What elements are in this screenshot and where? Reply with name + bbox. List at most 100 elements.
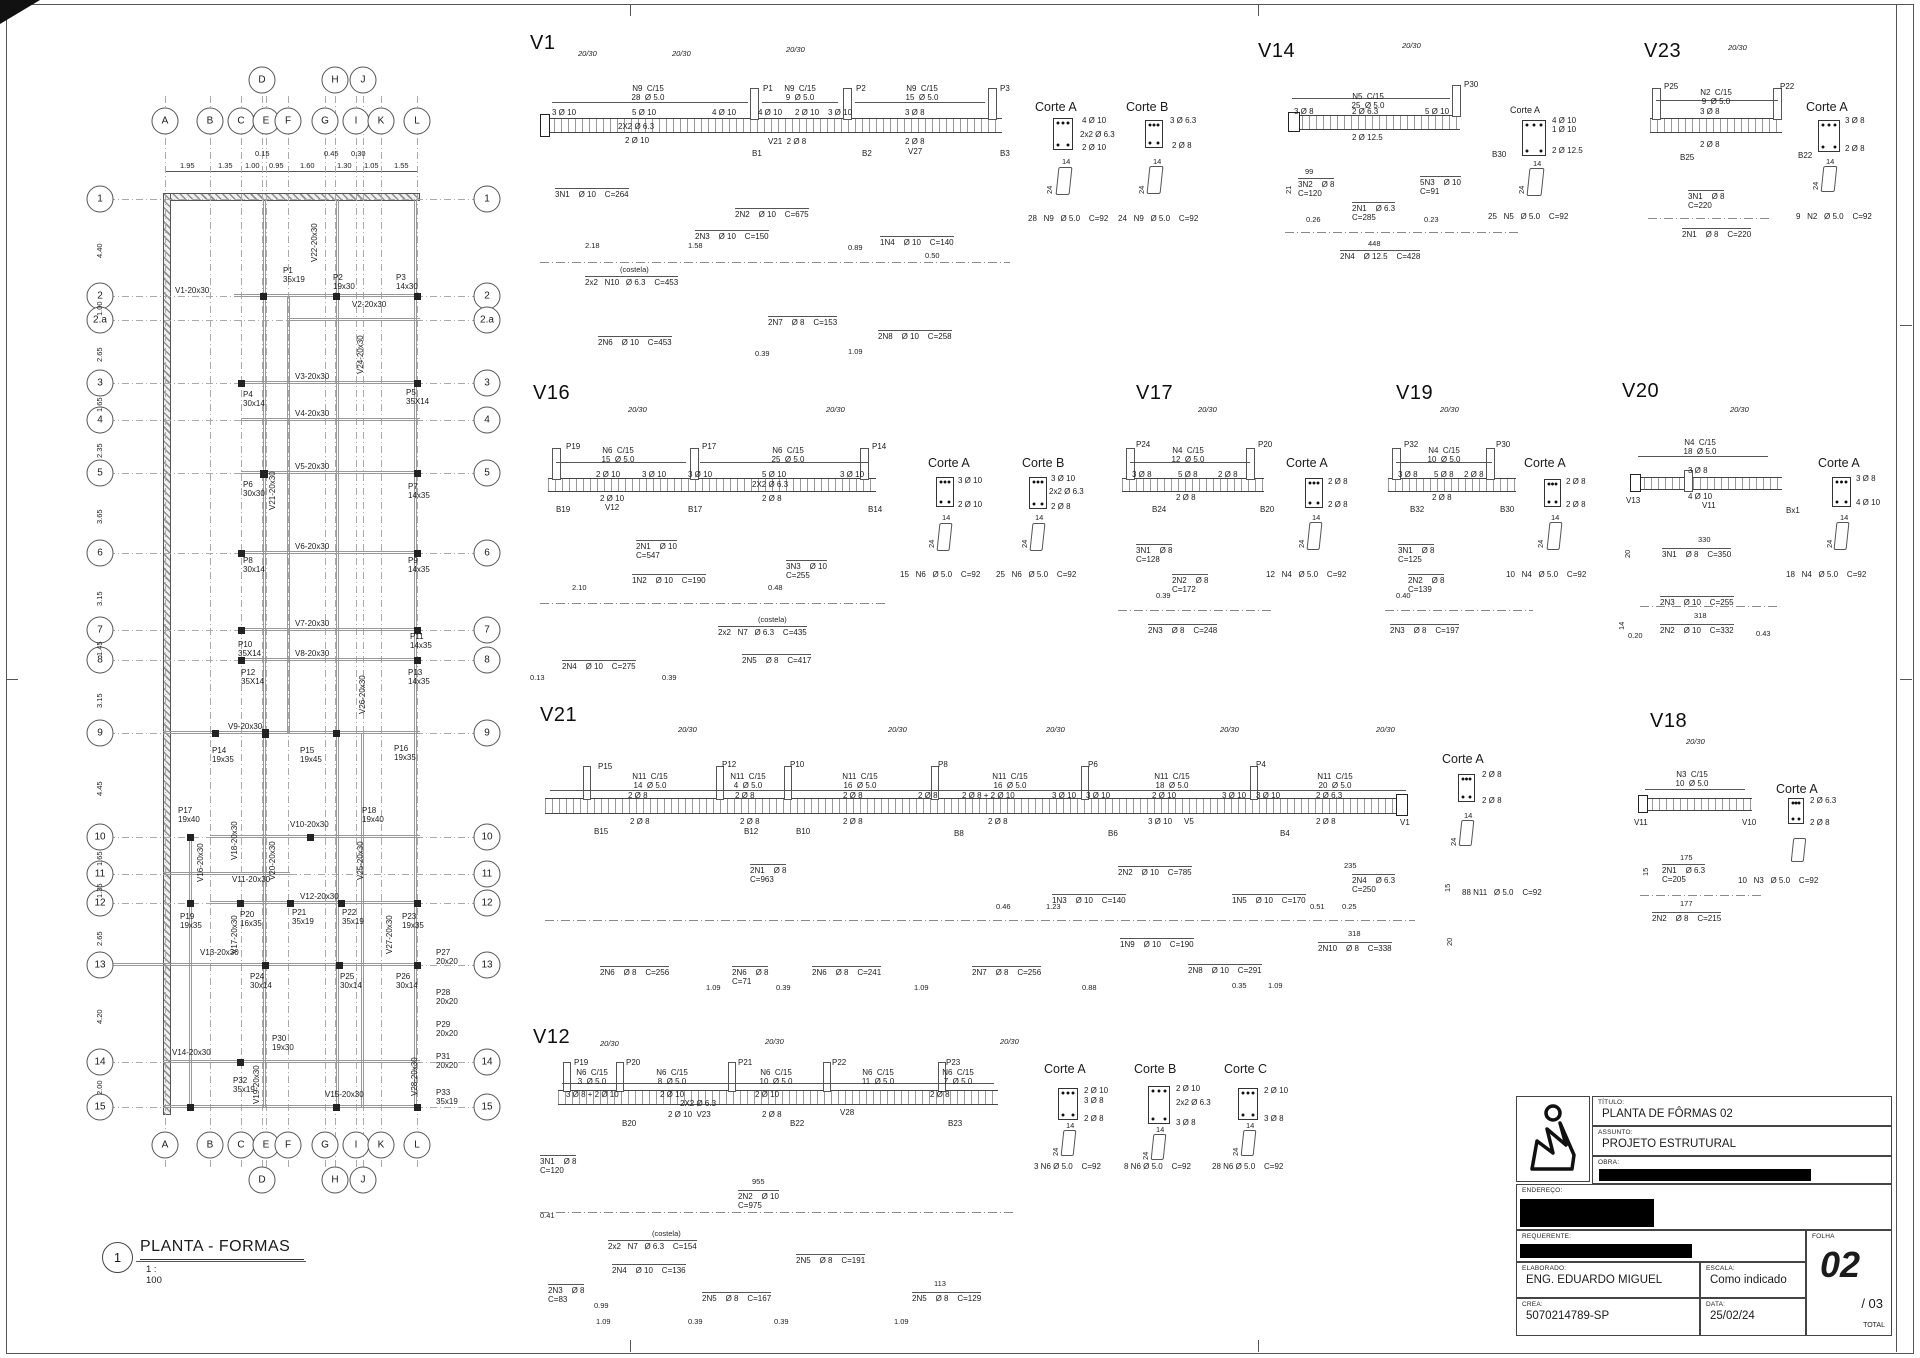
shape-stub <box>1392 448 1401 480</box>
drawing-text: 2.65 <box>95 931 104 946</box>
drawing-text: P21 <box>738 1058 753 1067</box>
drawing-text: 20/30 <box>1440 405 1459 414</box>
drawing-text: 3 Ø 10 <box>840 470 865 479</box>
drawing-text: 3 Ø 10 <box>958 476 983 485</box>
grid-bubble: L <box>403 107 431 135</box>
drawing-text: 2.18 <box>585 241 600 250</box>
shape-hatch <box>163 193 171 1115</box>
grid-bubble: 2 <box>86 282 114 310</box>
shape-bline <box>163 731 420 734</box>
grid-bubble: C <box>227 1131 255 1159</box>
shape-stir <box>1146 166 1164 194</box>
shape-stub <box>1652 88 1661 120</box>
drawing-text: 2N2 Ø 10 C=675 <box>735 208 809 219</box>
shape-bline <box>163 1060 420 1063</box>
drawing-text: N4 C/15 10 Ø 5.0 <box>1427 446 1461 465</box>
drawing-text: V21 2 Ø 8 <box>768 137 807 146</box>
plan-title: PLANTA - FORMAS <box>140 1238 305 1260</box>
drawing-text: P6 30x30 <box>243 480 265 499</box>
grid-bubble: H <box>321 1166 349 1194</box>
drawing-text: 0.95 <box>269 161 284 170</box>
drawing-text: Corte B <box>1134 1062 1177 1076</box>
shape-line <box>1656 100 1778 101</box>
shape-stub <box>728 1062 736 1092</box>
grid-bubble: 14 <box>86 1048 114 1076</box>
drawing-text: 25 N6 Ø 5.0 C=92 <box>996 570 1077 579</box>
drawing-text: N4 C/15 18 Ø 5.0 <box>1683 438 1717 457</box>
drawing-text: 318 <box>1694 611 1707 620</box>
drawing-text: 2 Ø 10 <box>1082 143 1107 152</box>
drawing-text: 2 Ø 12.5 <box>1352 133 1383 142</box>
shape-col <box>333 293 340 300</box>
grid-bubble: 7 <box>473 616 501 644</box>
drawing-text: 2 Ø 10 <box>1176 1084 1201 1093</box>
shape-col <box>187 900 194 907</box>
shape-line <box>630 4 631 16</box>
drawing-text: 0.45 <box>324 149 339 158</box>
drawing-text: 5 Ø 10 <box>1425 107 1450 116</box>
drawing-text: P32 35x19 <box>233 1076 255 1095</box>
shape-axis <box>1648 218 1772 219</box>
drawing-text: 1.58 <box>688 241 703 250</box>
shape-corte <box>1544 479 1561 507</box>
shape-bline <box>241 418 420 421</box>
beam-detail-title: V18 <box>1650 710 1688 732</box>
drawing-text: N6 C/15 25 Ø 5.0 <box>771 446 805 465</box>
shape-vbline <box>361 733 364 1107</box>
drawing-text: V24-20x30 <box>356 335 365 374</box>
grid-bubble: 4 <box>473 406 501 434</box>
drawing-text: P23 19x35 <box>402 912 424 931</box>
drawing-text: N11 C/15 14 Ø 5.0 <box>632 772 668 791</box>
shape-line <box>1396 462 1492 463</box>
drawing-text: B1 <box>752 149 762 158</box>
drawing-text: 24 <box>1449 837 1458 846</box>
drawing-text: N11 C/15 16 Ø 5.0 <box>992 772 1028 791</box>
drawing-text: 20/30 <box>1046 725 1065 734</box>
drawing-text: 2N6 Ø 8 C=71 <box>732 966 769 987</box>
drawing-text: B22 <box>790 1119 805 1128</box>
shape-stir <box>1458 820 1475 846</box>
shape-hdash <box>108 199 480 200</box>
drawing-text: V5-20x30 <box>295 462 330 471</box>
drawing-text: 28 N9 Ø 5.0 C=92 <box>1028 214 1109 223</box>
drawing-text: 4 Ø 10 <box>712 108 737 117</box>
shape-stub <box>563 1062 571 1092</box>
total-label: TOTAL <box>1863 1322 1885 1329</box>
escala-cell: ESCALA: Como indicado <box>1700 1262 1806 1298</box>
drawing-text: B30 <box>1492 150 1507 159</box>
grid-bubble: 3 <box>86 369 114 397</box>
beam-detail-title: V16 <box>533 382 571 404</box>
drawing-text: 3 Ø 8 <box>905 108 925 117</box>
drawing-text: N6 C/15 8 Ø 5.0 <box>656 1068 688 1087</box>
drawing-text: 2N3 Ø 10 C=255 <box>1660 596 1734 607</box>
drawing-text: 2 Ø 10 <box>625 136 650 145</box>
elaborado-cell: ELABORADO: ENG. EDUARDO MIGUEL <box>1516 1262 1700 1298</box>
drawing-text: 955 <box>752 1177 765 1186</box>
drawing-text: P14 <box>872 442 887 451</box>
drawing-text: P24 30x14 <box>250 972 272 991</box>
drawing-text: 0.50 <box>925 251 940 260</box>
grid-bubble: K <box>367 1131 395 1159</box>
drawing-text: 2 Ø 8 <box>762 494 782 503</box>
shape-vdash <box>356 96 357 1168</box>
shape-line <box>855 102 985 103</box>
grid-bubble: G <box>311 1131 339 1159</box>
drawing-text: V11 <box>1702 501 1716 510</box>
drawing-text: 2N5 Ø 8 C=167 <box>702 1292 772 1303</box>
drawing-text: B2 <box>862 149 872 158</box>
drawing-text: 2N5 Ø 8 C=191 <box>796 1254 866 1265</box>
drawing-text: 2 Ø 10 <box>795 108 820 117</box>
drawing-text: 2N7 Ø 8 C=153 <box>768 316 838 327</box>
drawing-text: 2N3 Ø 8 C=197 <box>1390 624 1460 635</box>
drawing-text: 2N6 Ø 8 C=241 <box>812 966 882 977</box>
drawing-text: 2 Ø 8 <box>1482 796 1502 805</box>
beam-detail-title: V23 <box>1644 40 1682 62</box>
drawing-text: P16 19x35 <box>394 744 416 763</box>
drawing-text: 20 <box>1445 937 1454 946</box>
drawing-text: 2 Ø 8 <box>1176 493 1196 502</box>
drawing-text: 2 Ø 6.3 <box>1810 796 1837 805</box>
drawing-text: 2x2 N7 Ø 6.3 C=154 <box>608 1240 697 1251</box>
drawing-text: N6 C/15 7 Ø 5.0 <box>942 1068 974 1087</box>
drawing-text: V7-20x30 <box>295 619 330 628</box>
shape-beam <box>558 1090 998 1105</box>
